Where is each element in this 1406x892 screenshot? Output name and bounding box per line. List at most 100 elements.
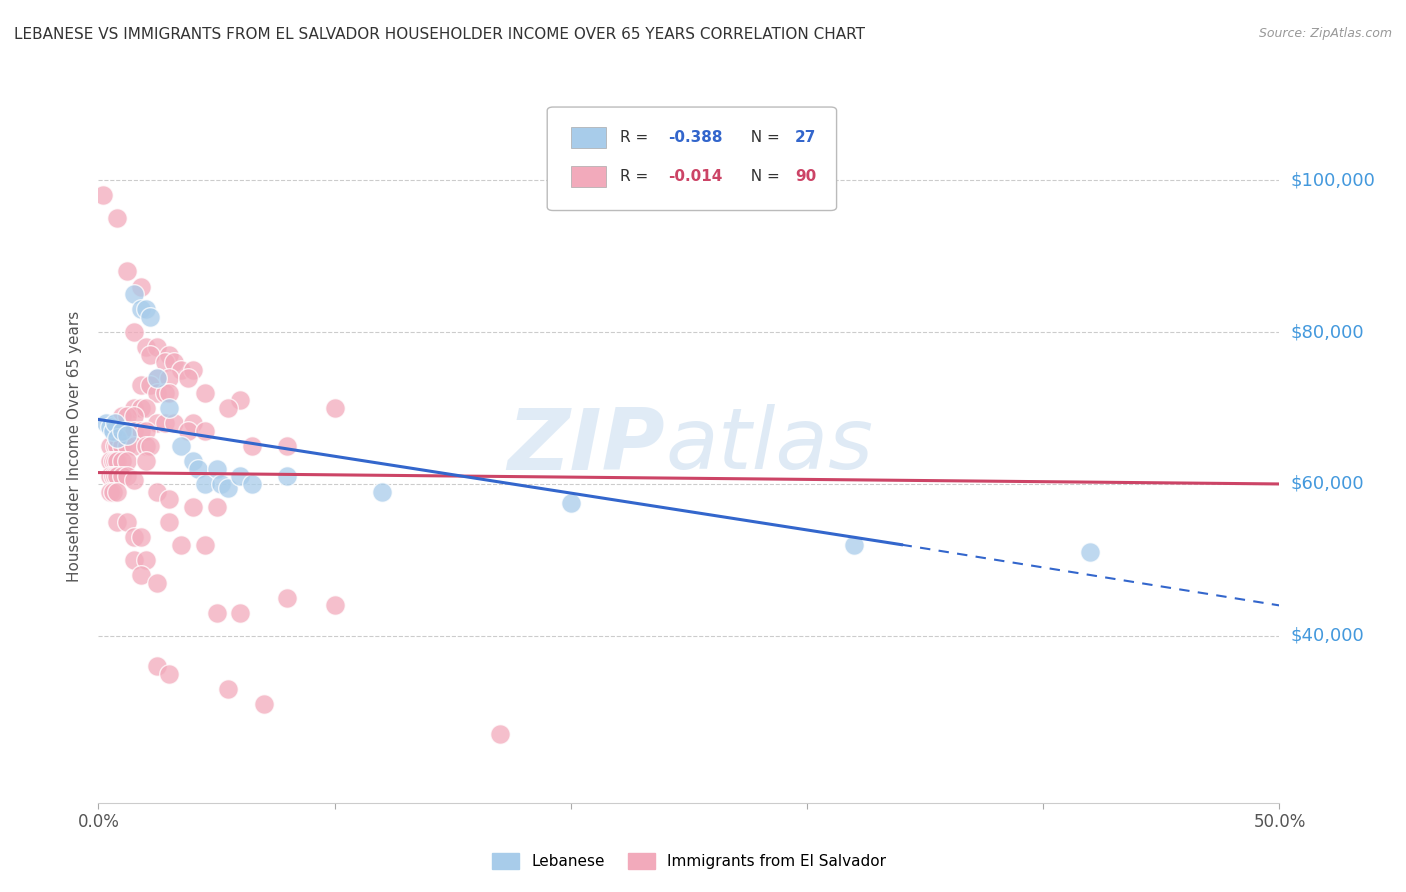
Point (146, 370, 169, 384)
Point (146, 385, 169, 400)
Text: R =: R = (620, 130, 654, 145)
Point (844, 538, 866, 552)
Point (101, 424, 124, 438)
Point (1080, 545, 1102, 559)
Point (105, 439, 128, 453)
Point (94, 416, 117, 430)
Point (276, 591, 298, 605)
Point (101, 469, 124, 483)
Point (489, 727, 512, 741)
Point (98, 420, 121, 434)
Text: 27: 27 (796, 130, 817, 145)
Point (560, 496, 582, 510)
Point (115, 454, 138, 468)
Bar (571, 127, 606, 148)
Point (122, 424, 145, 438)
Point (111, 409, 134, 423)
Point (129, 424, 152, 438)
Point (240, 477, 263, 491)
Text: -0.014: -0.014 (668, 169, 723, 184)
Point (115, 469, 138, 483)
Point (276, 469, 298, 483)
Point (135, 454, 157, 468)
Point (139, 348, 162, 362)
Point (115, 427, 138, 442)
Point (129, 279, 152, 293)
Point (115, 409, 138, 423)
Point (146, 370, 169, 384)
Point (194, 385, 217, 400)
Point (181, 363, 204, 377)
Point (104, 416, 127, 430)
Point (153, 385, 176, 400)
Point (194, 538, 217, 552)
Point (170, 363, 193, 377)
Point (323, 599, 346, 613)
Point (111, 439, 134, 453)
Point (181, 454, 204, 468)
Text: Source: ZipAtlas.com: Source: ZipAtlas.com (1258, 27, 1392, 40)
Point (98, 454, 121, 468)
Point (229, 393, 252, 408)
Text: -0.388: -0.388 (668, 130, 723, 145)
Point (115, 515, 138, 529)
Point (105, 484, 128, 499)
Text: atlas: atlas (665, 404, 873, 488)
Point (115, 264, 138, 278)
Bar (571, 166, 606, 187)
Y-axis label: Householder Income Over 65 years: Householder Income Over 65 years (67, 310, 83, 582)
Point (194, 424, 217, 438)
Point (129, 530, 152, 544)
Point (177, 424, 200, 438)
Point (122, 325, 145, 339)
Text: N =: N = (741, 169, 785, 184)
Point (135, 439, 157, 453)
Point (146, 416, 169, 430)
Point (135, 302, 157, 317)
Point (98, 439, 121, 453)
Point (98, 484, 121, 499)
Point (111, 424, 134, 438)
Point (122, 439, 145, 453)
Point (205, 606, 228, 620)
FancyBboxPatch shape (547, 107, 837, 211)
Point (104, 439, 127, 453)
Point (101, 484, 124, 499)
Point (111, 454, 134, 468)
Point (217, 481, 239, 495)
Point (157, 492, 180, 507)
Point (170, 538, 193, 552)
Point (111, 424, 134, 438)
Point (122, 473, 145, 487)
Point (146, 484, 169, 499)
Point (217, 681, 239, 696)
Point (122, 409, 145, 423)
Point (205, 500, 228, 514)
Point (139, 439, 162, 453)
Point (181, 500, 204, 514)
Text: 90: 90 (796, 169, 817, 184)
Point (217, 401, 239, 415)
Point (170, 439, 193, 453)
Point (157, 515, 180, 529)
Point (157, 666, 180, 681)
Point (139, 310, 162, 324)
Text: ZIP: ZIP (508, 404, 665, 488)
Point (105, 211, 128, 226)
Point (98, 469, 121, 483)
Point (139, 378, 162, 392)
Point (157, 348, 180, 362)
Point (229, 606, 252, 620)
Point (153, 355, 176, 369)
Point (122, 530, 145, 544)
Text: R =: R = (620, 169, 654, 184)
Text: $40,000: $40,000 (1291, 627, 1364, 645)
Point (104, 454, 127, 468)
Point (181, 416, 204, 430)
Point (91, 188, 114, 202)
Text: LEBANESE VS IMMIGRANTS FROM EL SALVADOR HOUSEHOLDER INCOME OVER 65 YEARS CORRELA: LEBANESE VS IMMIGRANTS FROM EL SALVADOR … (14, 27, 865, 42)
Point (157, 385, 180, 400)
Point (135, 340, 157, 354)
Text: N =: N = (741, 130, 785, 145)
Point (146, 659, 169, 673)
